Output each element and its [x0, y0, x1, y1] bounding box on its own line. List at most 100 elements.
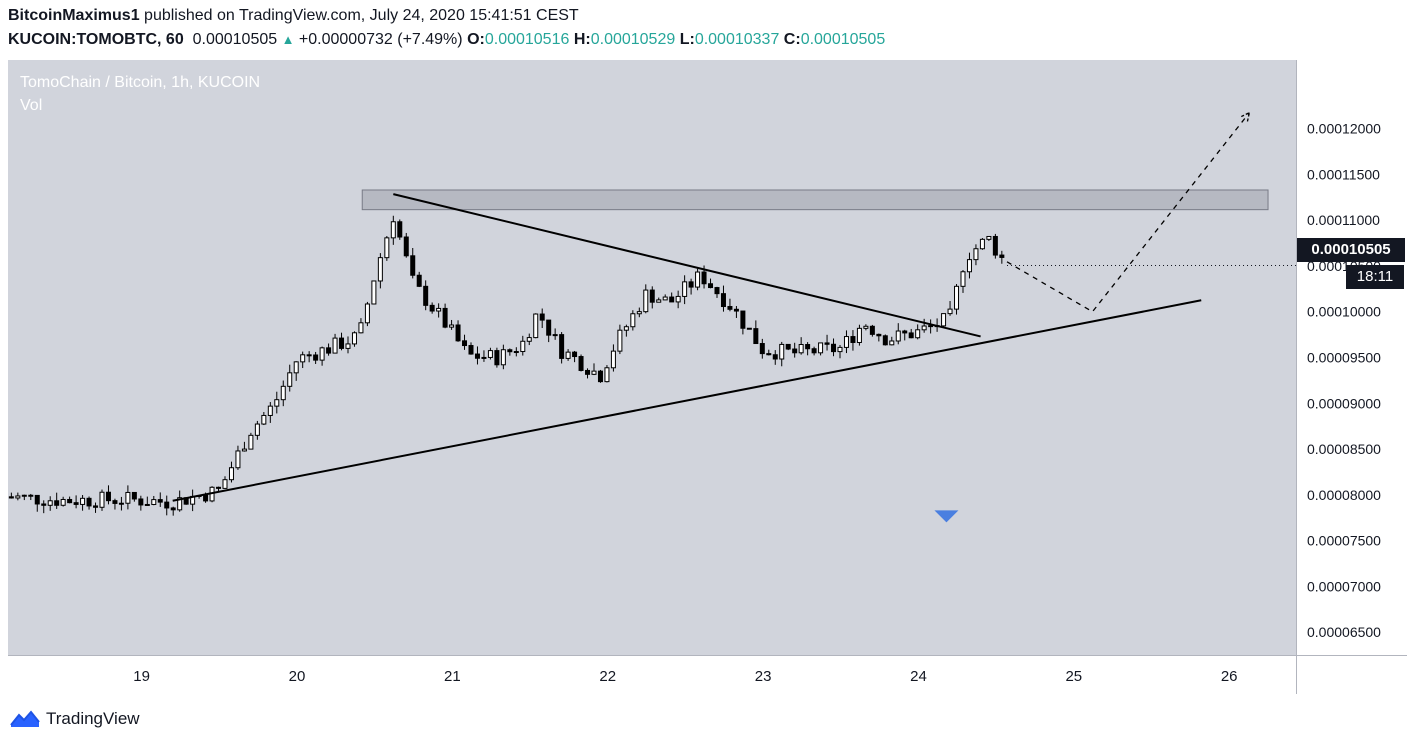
- candle-body: [662, 296, 668, 301]
- candle-body: [714, 287, 720, 295]
- candle-body: [759, 343, 765, 355]
- candle-body: [403, 236, 409, 257]
- candle-body: [481, 356, 487, 359]
- candle-body: [928, 325, 934, 328]
- price-axis-tick-label: 0.00008500: [1307, 441, 1381, 457]
- candle-body: [863, 325, 869, 329]
- candle-body: [397, 221, 403, 238]
- candle-body: [468, 345, 474, 355]
- candle-body: [455, 324, 461, 342]
- candle-body: [313, 354, 319, 361]
- candle-body: [261, 414, 267, 425]
- candle-body: [287, 372, 293, 387]
- candle-body: [241, 448, 247, 452]
- candle-body: [267, 405, 273, 416]
- candle-body: [921, 325, 927, 331]
- publish-line: BitcoinMaximus1 published on TradingView…: [8, 7, 579, 25]
- candle-body: [869, 325, 875, 335]
- candle-body: [112, 500, 118, 504]
- candle-body: [377, 257, 383, 282]
- candle-body: [274, 399, 280, 407]
- candle-body: [138, 498, 144, 506]
- candle-body: [947, 308, 953, 315]
- time-axis-tick-label: 20: [289, 668, 306, 685]
- candle-body: [306, 354, 312, 357]
- volume-legend: Vol: [20, 97, 43, 114]
- low-label: L:: [679, 31, 695, 48]
- candle-body: [533, 313, 539, 339]
- price-axis-tick-label: 0.00008000: [1307, 487, 1381, 503]
- close-label: C:: [783, 31, 801, 48]
- price-chart[interactable]: 0.000120000.000115000.000110000.00010500…: [8, 60, 1407, 694]
- publish-info: published on TradingView.com, July 24, 2…: [144, 7, 579, 24]
- candle-body: [54, 500, 60, 506]
- up-arrow-icon: ▲: [281, 32, 295, 47]
- open-label: O:: [467, 31, 485, 48]
- candle-body: [882, 335, 888, 346]
- candle-body: [843, 336, 849, 348]
- candle-body: [572, 351, 578, 358]
- author-name[interactable]: BitcoinMaximus1: [8, 7, 140, 24]
- candle-body: [552, 334, 558, 337]
- descending-trendline: [393, 193, 981, 338]
- candle-body: [973, 248, 979, 261]
- candle-body: [753, 328, 759, 345]
- candle-body: [649, 289, 655, 303]
- open-value: 0.00010516: [484, 31, 570, 48]
- price-axis-tick-label: 0.00010000: [1307, 304, 1381, 320]
- candle-body: [170, 507, 176, 511]
- candle-body: [99, 491, 105, 508]
- change-value: +0.00000732 (+7.49%): [298, 31, 463, 48]
- candle-body: [462, 340, 468, 347]
- price-axis-tick-label: 0.00007000: [1307, 578, 1381, 594]
- candle-body: [41, 503, 47, 506]
- candle-body: [86, 497, 92, 507]
- candle-body: [818, 342, 824, 354]
- candle-body: [67, 498, 73, 504]
- candle-body: [442, 307, 448, 328]
- candle-body: [520, 340, 526, 353]
- candle-body: [21, 494, 27, 497]
- chart-area[interactable]: 0.00012000 0.00011500 0.00011000 0.00010500…: [8, 60, 1407, 694]
- volume-signal-marker-icon: [934, 510, 959, 523]
- candle-body: [630, 313, 636, 328]
- candle-body: [416, 274, 422, 287]
- candle-body: [610, 350, 616, 369]
- candle-body: [727, 306, 733, 310]
- candle-body: [80, 497, 86, 505]
- candle-body: [8, 496, 14, 499]
- candle-body: [500, 349, 506, 366]
- footer-branding[interactable]: TradingView: [10, 706, 140, 732]
- candle-body: [856, 327, 862, 343]
- candle-body: [643, 289, 649, 313]
- candle-body: [733, 308, 739, 312]
- candle-body: [908, 332, 914, 339]
- time-axis-tick-label: 19: [133, 668, 150, 685]
- time-axis-tick-label: 21: [444, 668, 461, 685]
- candle-body: [131, 491, 137, 500]
- candle-body: [850, 336, 856, 343]
- candle-body: [254, 423, 260, 436]
- candle-body: [93, 505, 99, 508]
- candle-body: [280, 385, 286, 401]
- candle-body: [999, 254, 1005, 258]
- high-value: 0.00010529: [590, 31, 676, 48]
- candle-body: [151, 499, 157, 505]
- symbol-label: KUCOIN:TOMOBTC, 60: [8, 31, 184, 48]
- candle-body: [157, 499, 163, 503]
- candle-body: [960, 271, 966, 287]
- low-value: 0.00010337: [694, 31, 780, 48]
- candle-body: [695, 271, 701, 288]
- candle-body: [805, 344, 811, 350]
- candle-body: [47, 500, 53, 506]
- candle-body: [125, 491, 131, 504]
- candle-body: [526, 337, 532, 342]
- candle-body: [390, 221, 396, 239]
- candle-body: [889, 340, 895, 346]
- candle-countdown-tag: 18:11: [1346, 265, 1404, 289]
- candle-body: [895, 330, 901, 342]
- price-axis-tick-label: 0.00007500: [1307, 533, 1381, 549]
- candle-body: [837, 346, 843, 353]
- candle-body: [701, 271, 707, 285]
- candle-body: [811, 348, 817, 354]
